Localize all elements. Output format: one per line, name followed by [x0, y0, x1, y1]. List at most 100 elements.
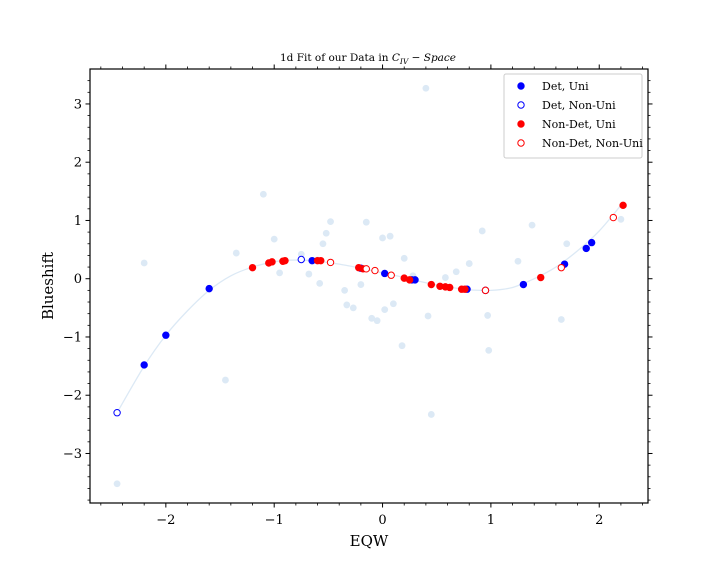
data-point-det-uni [519, 280, 528, 289]
data-point-non-det-non-uni [481, 286, 490, 295]
data-point-non-det-uni [268, 258, 276, 266]
data-point-det-non-uni [297, 255, 305, 264]
background-point [400, 254, 408, 262]
background-point [424, 312, 432, 320]
background-point [528, 221, 536, 229]
data-point-non-det-uni [461, 285, 469, 293]
background-point [617, 215, 625, 223]
legend-marker-det-uni [517, 82, 525, 90]
background-point [297, 250, 305, 258]
chart-title-prefix: 1d Fit of our Data in [280, 52, 392, 64]
background-point [398, 342, 406, 350]
background-point [427, 411, 435, 418]
legend-marker-non-det-uni [517, 120, 525, 128]
x-axis-label: EQW [350, 532, 389, 550]
background-point [316, 279, 324, 287]
chart-title-suffix: − Space [408, 52, 456, 64]
background-point [452, 268, 460, 276]
background-point [514, 257, 522, 265]
background-point [232, 249, 240, 257]
chart-title-subscript: IV [399, 57, 410, 66]
legend-box [503, 73, 643, 159]
y-tick-label: −3 [63, 447, 82, 462]
data-point-non-det-non-uni [362, 265, 370, 273]
data-point-det-uni [162, 331, 170, 339]
axes-frame [89, 68, 649, 504]
background-point [478, 227, 486, 235]
x-tick-label: −1 [265, 513, 284, 528]
legend-label-det-non-uni: Det, Non-Uni [542, 99, 616, 112]
y-tick-label: 3 [74, 97, 82, 112]
background-point [259, 190, 267, 198]
background-point [270, 235, 278, 243]
background-point [557, 316, 565, 323]
background-point [465, 260, 473, 267]
chart-title-symbol: C [392, 52, 400, 64]
y-tick-label: −1 [63, 330, 82, 345]
data-point-det-uni [140, 361, 148, 369]
legend-label-det-uni: Det, Uni [542, 80, 589, 93]
x-tick-label: 0 [378, 513, 386, 528]
background-point [386, 232, 394, 240]
chart-title: 1d Fit of our Data in CIV − Space [280, 52, 456, 66]
background-point [327, 218, 334, 226]
background-point [484, 312, 492, 319]
x-tick-label: 1 [487, 513, 495, 528]
background-point [381, 306, 389, 313]
data-point-non-det-uni [281, 256, 289, 265]
legend-label-non-det-non-uni: Non-Det, Non-Uni [542, 137, 643, 150]
y-axis-label: Blueshift [39, 252, 57, 320]
legend-marker-non-det-non-uni [517, 139, 525, 147]
data-point-det-uni [381, 269, 389, 278]
data-point-non-det-uni [405, 276, 414, 284]
y-tick-label: 2 [74, 156, 82, 171]
x-tick-label: 2 [595, 513, 603, 528]
background-point [422, 84, 430, 92]
background-point [357, 281, 365, 288]
y-tick-label: −2 [63, 389, 82, 404]
data-point-det-non-uni [113, 409, 121, 417]
data-point-non-det-uni [619, 201, 627, 210]
data-point-non-det-uni [427, 280, 436, 289]
background-point [379, 234, 386, 242]
legend-marker-det-non-uni [517, 101, 525, 109]
background-point [319, 240, 327, 248]
data-point-non-det-uni [446, 283, 454, 292]
data-point-non-det-non-uni [387, 271, 395, 279]
legend: Det, Uni Det, Non-Uni Non-Det, Uni Non-Det,… [503, 73, 643, 159]
background-point [341, 286, 349, 294]
background-point [368, 314, 376, 322]
background-point [373, 317, 381, 325]
data-point-non-det-non-uni [326, 258, 335, 267]
data-point-non-det-non-uni [609, 213, 618, 222]
plot-area: −2 −1 0 1 2 −3 −2 −1 0 1 2 3 [63, 64, 653, 528]
fit-curve-line [116, 204, 622, 414]
background-point [349, 304, 357, 312]
data-point-non-det-uni [317, 256, 325, 265]
y-tick-label: 0 [74, 272, 82, 287]
background-point [362, 218, 370, 226]
background-point [305, 270, 313, 278]
background-point [322, 229, 330, 237]
background-point [343, 301, 351, 309]
x-tick-label: −2 [156, 513, 175, 528]
background-point [113, 480, 121, 488]
background-point [276, 269, 284, 277]
background-point [389, 300, 397, 308]
background-point [563, 240, 571, 248]
data-point-det-uni [205, 284, 213, 293]
background-point [140, 259, 148, 267]
data-point-det-uni [582, 244, 590, 253]
data-point-det-uni [587, 238, 596, 247]
y-tick-label: 1 [74, 214, 82, 229]
data-point-non-det-uni [248, 263, 257, 272]
background-point [441, 274, 449, 281]
legend-label-non-det-uni: Non-Det, Uni [542, 118, 616, 131]
data-point-non-det-non-uni [557, 263, 566, 272]
data-point-non-det-uni [537, 273, 545, 282]
data-point-non-det-non-uni [371, 266, 379, 275]
background-point [222, 376, 229, 384]
background-point [485, 346, 493, 354]
